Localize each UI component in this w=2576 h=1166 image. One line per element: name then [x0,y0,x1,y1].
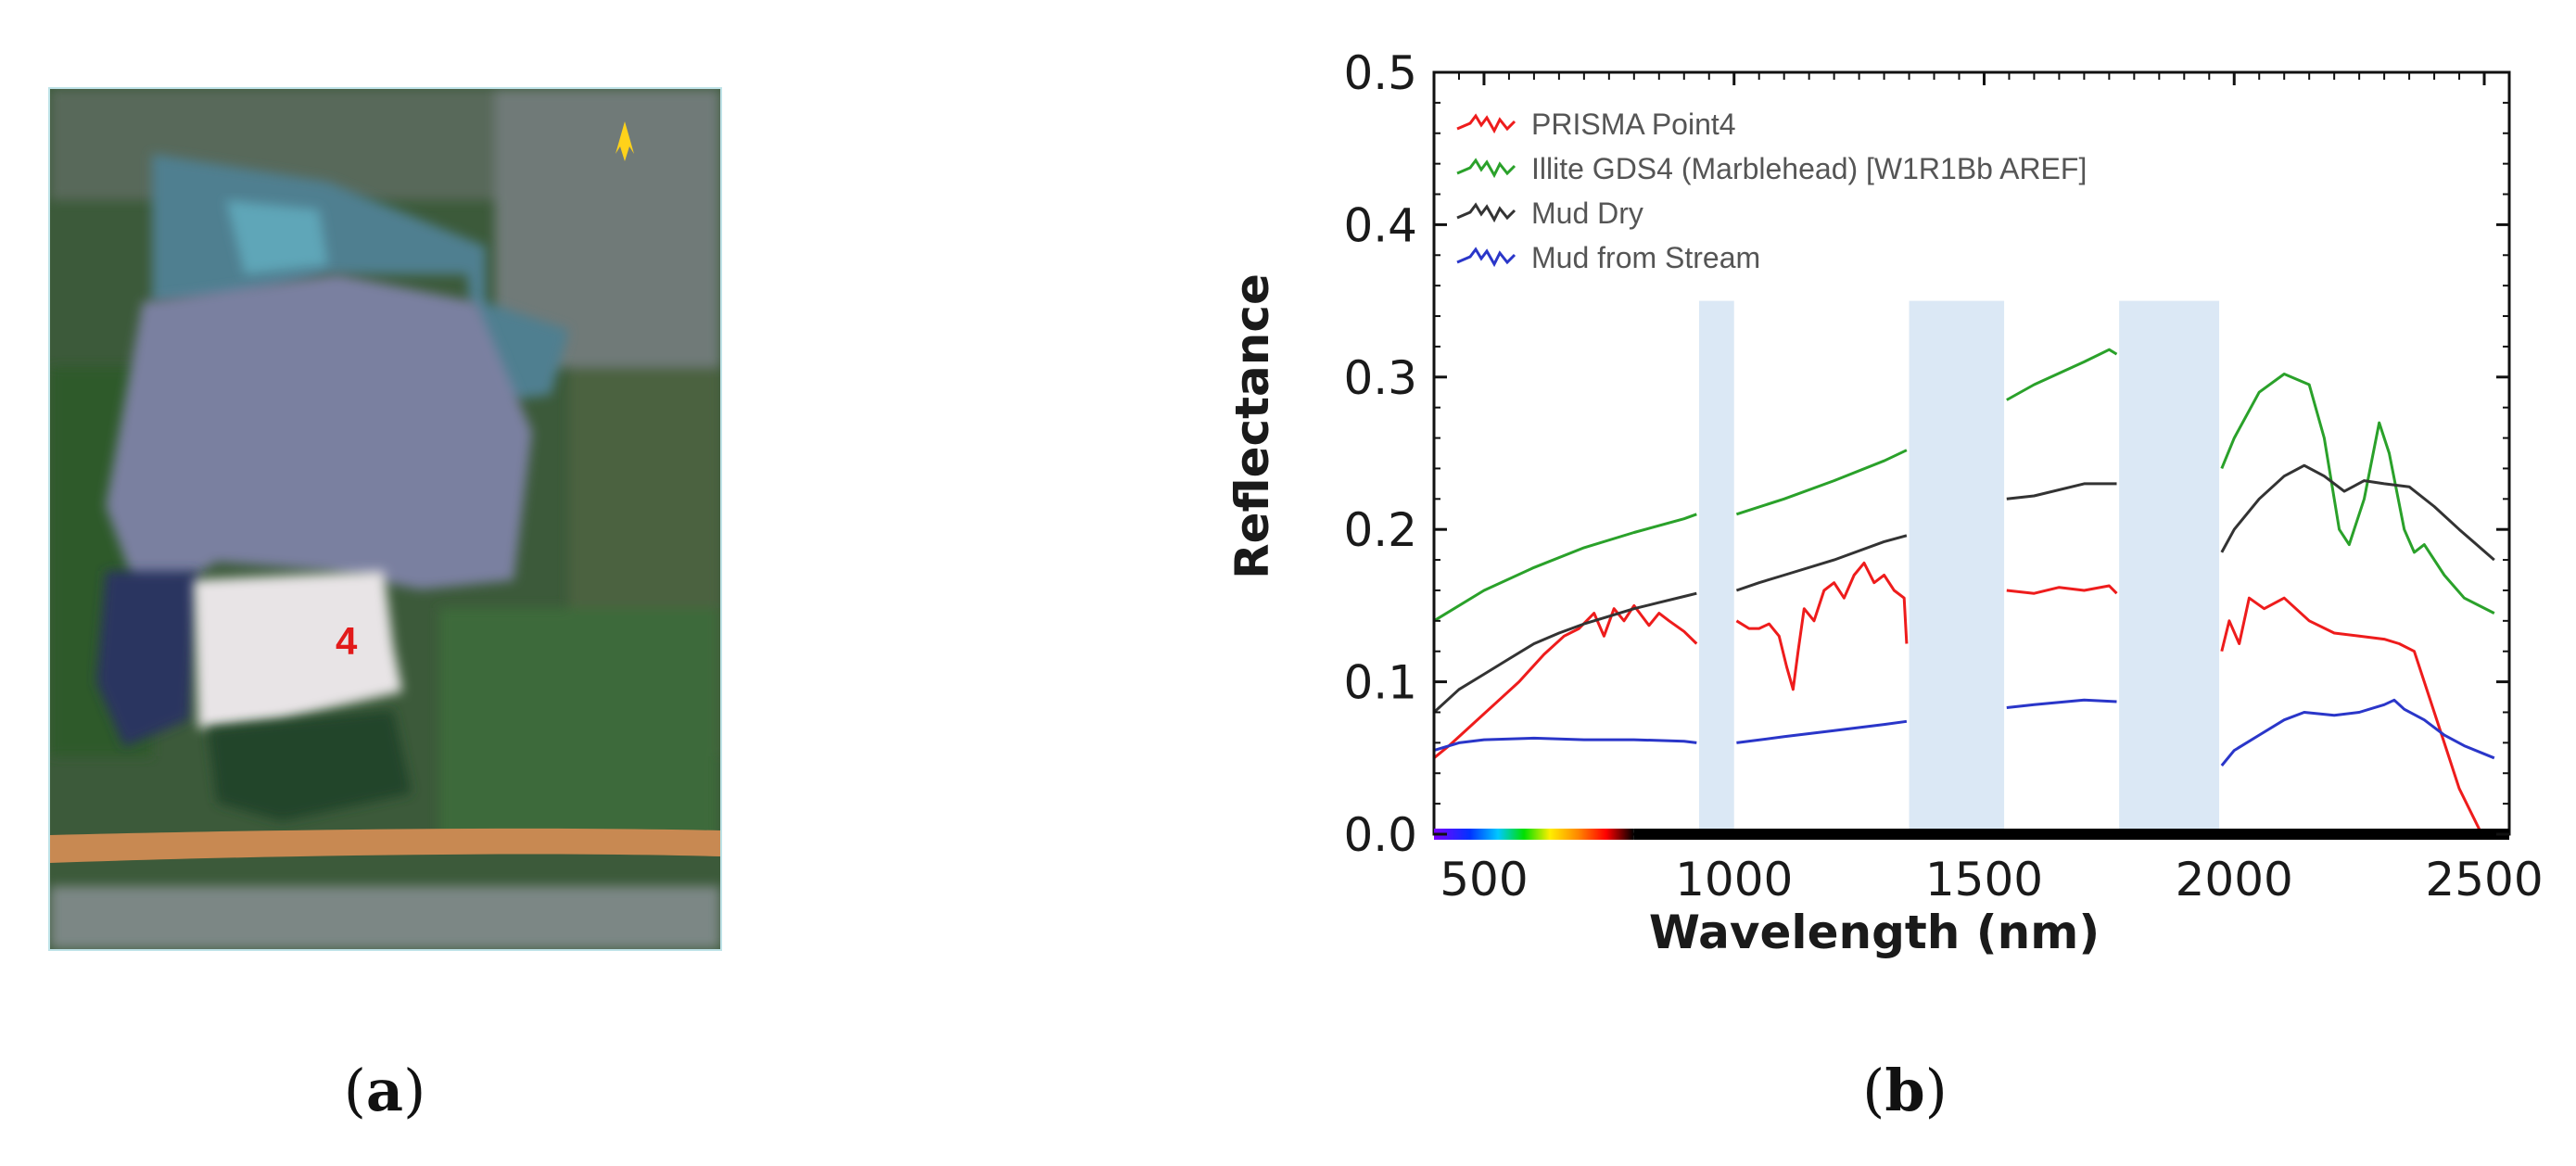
x-tick-label: 2000 [2176,853,2293,906]
legend-swatch [1456,247,1516,268]
legend-label: Mud Dry [1531,196,1643,230]
series-4-line-seg-2 [1736,719,1908,744]
legend-swatch [1456,202,1516,223]
x-tick-label: 1500 [1925,853,2043,906]
y-tick-label: 0.1 [1343,656,1417,710]
satellite-image: 4 [50,89,720,949]
legend-swatch [1456,113,1516,134]
legend-label: Mud from Stream [1531,241,1760,274]
infrared-bar [1633,829,2509,840]
series-4 [1433,698,2495,767]
series-3 [1432,463,2495,714]
series-4-line-seg-4 [2220,698,2495,767]
legend-entry: Mud Dry [1456,196,1643,230]
series-3-line-seg-1 [1432,591,1697,714]
legend-entry: Illite GDS4 (Marblehead) [W1R1Bb AREF] [1456,152,2087,185]
y-tick-label: 0.5 [1343,46,1417,100]
series-2-line-seg-3 [2006,348,2118,401]
series-2-line-seg-1 [1433,513,1697,623]
y-tick-label: 0.4 [1343,198,1417,252]
spectra-chart-panel: 0.0 0.1 0.2 0.3 0.4 0.5 500 1000 1500 2000 2500 PR… [1205,28,2576,1020]
series-1-line-seg-4 [2220,596,2483,835]
sample-point-label: 4 [336,619,358,663]
series-3-line-seg-4 [2220,463,2495,562]
mudflow-area [106,274,532,608]
x-tick-label: 2500 [2425,853,2543,906]
y-tick-label: 0.3 [1343,351,1417,405]
series-2-line-seg-2 [1735,449,1908,516]
legend-entry: PRISMA Point4 [1456,108,1736,141]
masked-band-1 [1698,300,1734,835]
series-2-line-seg-4 [2220,373,2495,615]
series-3-line-seg-3 [2006,482,2117,501]
y-tick-label: 0.0 [1343,808,1417,862]
series-4-line-seg-3 [2006,698,2117,709]
masked-band-3 [2119,300,2220,835]
series-1 [1433,561,2483,835]
legend-swatch [1456,158,1516,179]
north-arrow-icon [615,121,634,161]
series-1-line-seg-2 [1735,561,1909,691]
bright-mud-area [194,571,402,729]
dark-pond [96,571,198,747]
reflectance-chart: 0.0 0.1 0.2 0.3 0.4 0.5 500 1000 1500 2000 2500 PR… [1225,46,2544,959]
legend-label: PRISMA Point4 [1531,108,1736,141]
pond-north-bright [226,200,328,274]
caption-a: (a) [343,1057,426,1124]
satellite-image-panel: 4 [48,87,722,951]
x-tick-label: 500 [1440,853,1528,906]
series-2 [1433,348,2495,623]
x-tick-label: 1000 [1675,853,1793,906]
y-tick-label: 0.2 [1343,503,1417,557]
caption-b: (b) [1862,1057,1948,1124]
series-1-line-seg-1 [1433,603,1698,759]
green-pond [208,710,412,821]
road [50,828,720,863]
legend-label: Illite GDS4 (Marblehead) [W1R1Bb AREF] [1531,152,2087,185]
legend-entry: Mud from Stream [1456,241,1760,274]
series-4-line-seg-1 [1433,736,1697,753]
y-axis-label: Reflectance [1225,273,1279,579]
series-1-line-seg-3 [2006,584,2118,595]
masked-band-2 [1909,300,2005,835]
x-axis-label: Wavelength (nm) [1649,906,2100,959]
series-3-line-seg-2 [1735,534,1908,592]
visible-spectrum-bar [1434,829,1634,840]
